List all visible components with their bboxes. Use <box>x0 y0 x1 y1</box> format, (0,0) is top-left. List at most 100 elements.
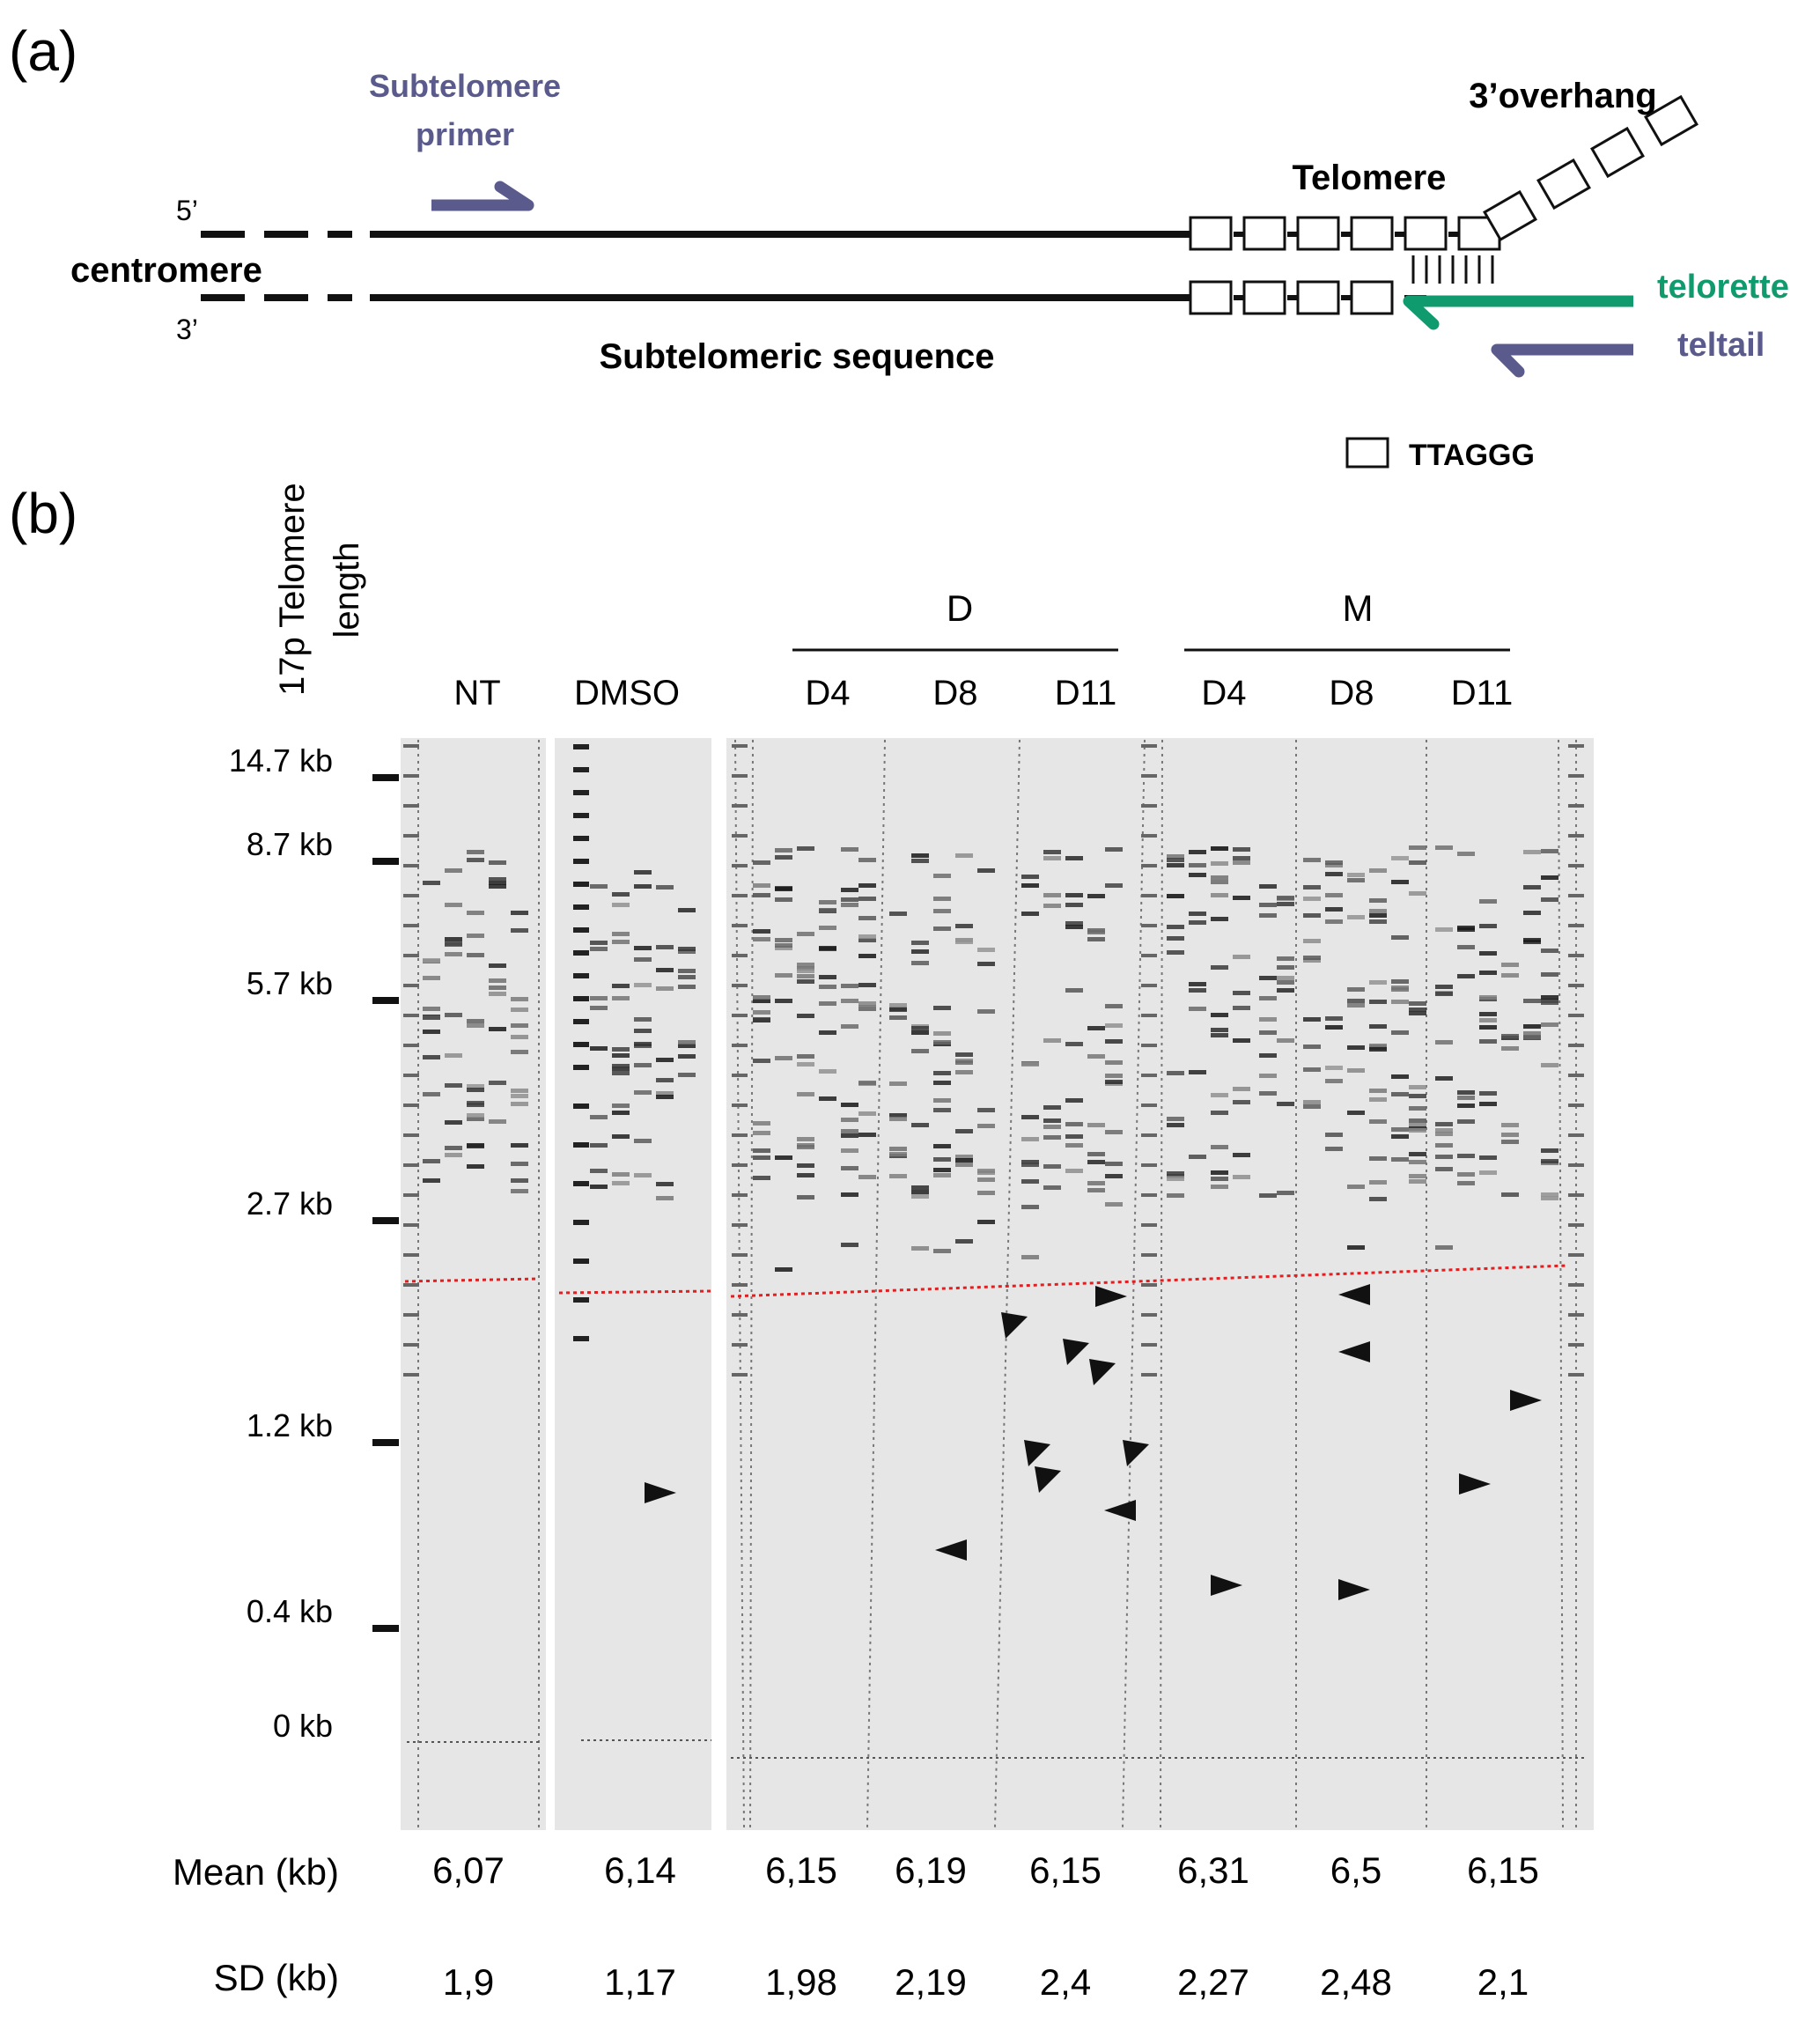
ladder-band <box>1141 1223 1157 1227</box>
telomere-band <box>753 929 770 934</box>
ladder-band <box>1568 954 1584 957</box>
sd-values: 1,9 1,17 1,98 2,19 2,4 2,27 2,48 2,1 <box>443 1961 1529 2003</box>
telomere-band <box>445 1053 462 1058</box>
telomere-band <box>423 1055 440 1059</box>
telomere-band <box>1277 988 1294 993</box>
y-axis-title: 17p Telomere length <box>273 483 366 696</box>
telomere-band <box>1065 1122 1083 1126</box>
telomere-band <box>1541 1000 1558 1005</box>
telomere-band <box>1189 982 1206 986</box>
telomere-band <box>1087 937 1105 941</box>
telomere-band <box>1369 1000 1387 1004</box>
ladder-band <box>1141 1044 1157 1047</box>
ladder-band <box>1141 1133 1157 1137</box>
telomere-band <box>1167 863 1184 867</box>
telomere-band <box>858 934 876 939</box>
size-marker-tick <box>372 774 399 781</box>
telomere-band <box>1541 849 1558 853</box>
ladder-band <box>1141 1283 1157 1287</box>
ladder-band <box>732 1133 748 1137</box>
telomere-band <box>1233 1153 1250 1157</box>
telomere-band <box>1167 1071 1184 1075</box>
telomere-band <box>1065 893 1083 897</box>
telomere-band <box>1457 1090 1475 1095</box>
telomere-band <box>1021 883 1039 888</box>
telomere-band <box>955 940 973 944</box>
telomere-band <box>656 986 674 991</box>
telorette-label: telorette <box>1657 269 1789 306</box>
telomere-band <box>858 1133 876 1137</box>
telomere-band <box>489 1119 506 1124</box>
telomere-band <box>423 1007 440 1011</box>
telomere-band <box>489 992 506 996</box>
telomere-band <box>634 946 652 950</box>
telomere-band <box>423 881 440 885</box>
telomere-band <box>1277 956 1294 961</box>
telomere-band <box>1391 856 1409 860</box>
telomere-band <box>955 1129 973 1133</box>
telomere-band <box>858 1005 876 1009</box>
telomere-band <box>1391 1134 1409 1139</box>
telomere-band <box>1479 1102 1497 1106</box>
size-marker-tick <box>372 1217 399 1224</box>
telomere-band <box>858 883 876 888</box>
telomere-band <box>841 1118 858 1122</box>
telomere-band <box>1211 917 1228 921</box>
telomere-band <box>590 1115 608 1119</box>
telomere-band <box>933 1144 951 1148</box>
telomere-band <box>841 903 858 907</box>
telomere-band <box>1457 1096 1475 1100</box>
ladder-band <box>403 804 419 808</box>
telomere-band <box>1189 1070 1206 1074</box>
telomere-band <box>1479 1039 1497 1044</box>
telomere-band <box>889 1113 907 1118</box>
telomere-band <box>467 1084 484 1089</box>
telomere-band <box>1523 911 1541 915</box>
ladder-band <box>403 1283 419 1287</box>
telomere-band <box>1021 1115 1039 1119</box>
sd-value: 2,48 <box>1320 1961 1392 2003</box>
telomere-band <box>1541 1063 1558 1067</box>
telomere-band <box>1065 1134 1083 1139</box>
telomere-band <box>1409 1152 1426 1156</box>
telomere-band <box>977 962 995 966</box>
telomere-band <box>841 1148 858 1153</box>
telomere-band <box>1211 1170 1228 1175</box>
telomere-band <box>1479 971 1497 975</box>
ladder-band <box>573 767 589 772</box>
telomere-band <box>1369 913 1387 918</box>
repeat-legend-box <box>1345 437 1389 469</box>
short-telomere-arrowhead <box>1338 1579 1370 1600</box>
telomere-band <box>1021 1179 1039 1184</box>
telomere-band <box>612 984 630 988</box>
telomere-band <box>933 1157 951 1162</box>
telomere-band <box>1277 980 1294 985</box>
telomere-band <box>1391 1030 1409 1035</box>
overhang-repeat-box <box>1483 189 1537 242</box>
telomere-band <box>819 1030 836 1035</box>
telomere-band <box>467 850 484 854</box>
telomere-band <box>1211 1093 1228 1097</box>
ladder-band <box>1568 1313 1584 1317</box>
telomere-band <box>1479 951 1497 956</box>
three-prime-label: 3’ <box>176 314 198 345</box>
telomere-band <box>1325 1079 1343 1083</box>
telomere-band <box>911 1185 929 1190</box>
telomere-band <box>590 1046 608 1051</box>
telomere-band <box>911 1026 929 1030</box>
mean-row-label: Mean (kb) <box>173 1851 339 1893</box>
telomere-band <box>467 1144 484 1148</box>
telomere-band <box>1065 1042 1083 1046</box>
telomere-band <box>1541 1196 1558 1200</box>
ladder-band <box>573 744 589 749</box>
telomere-band <box>445 1153 462 1157</box>
telomere-band <box>775 943 792 948</box>
telomere-band <box>1233 896 1250 900</box>
telomere-band <box>775 897 792 902</box>
overhang-repeat-box <box>1644 94 1698 147</box>
telomere-band <box>1303 1067 1321 1072</box>
telomere-band <box>1043 1185 1061 1190</box>
ladder-band <box>1141 774 1157 778</box>
telomere-band <box>1211 1145 1228 1149</box>
telomere-band <box>1541 1192 1558 1197</box>
